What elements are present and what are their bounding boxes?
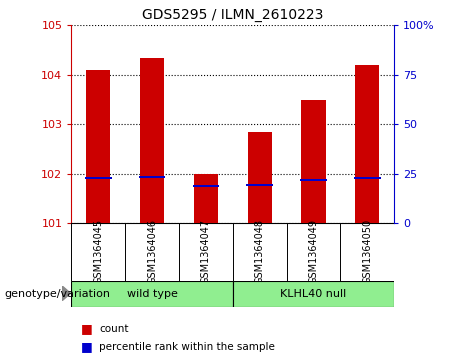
Text: genotype/variation: genotype/variation xyxy=(5,289,111,299)
Bar xyxy=(140,58,164,223)
Text: count: count xyxy=(99,323,129,334)
Text: percentile rank within the sample: percentile rank within the sample xyxy=(99,342,275,352)
Bar xyxy=(139,176,165,178)
Bar xyxy=(355,65,379,223)
Text: GSM1364050: GSM1364050 xyxy=(362,219,372,284)
Bar xyxy=(194,174,218,223)
Text: GSM1364047: GSM1364047 xyxy=(201,219,211,284)
Text: GSM1364046: GSM1364046 xyxy=(147,219,157,284)
Text: wild type: wild type xyxy=(127,289,177,299)
Bar xyxy=(71,281,233,307)
Text: GSM1364045: GSM1364045 xyxy=(93,219,103,284)
Text: ■: ■ xyxy=(81,340,92,353)
Bar xyxy=(354,177,381,179)
Bar xyxy=(193,185,219,187)
Bar xyxy=(85,177,112,179)
Bar xyxy=(246,184,273,186)
Text: GSM1364048: GSM1364048 xyxy=(254,219,265,284)
Text: ■: ■ xyxy=(81,322,92,335)
Text: GSM1364049: GSM1364049 xyxy=(308,219,319,284)
Text: KLHL40 null: KLHL40 null xyxy=(280,289,347,299)
Title: GDS5295 / ILMN_2610223: GDS5295 / ILMN_2610223 xyxy=(142,8,324,22)
Bar xyxy=(300,179,327,181)
Polygon shape xyxy=(62,286,71,301)
Bar xyxy=(86,70,111,223)
Bar xyxy=(301,99,325,223)
Bar xyxy=(233,281,394,307)
Bar xyxy=(248,132,272,223)
